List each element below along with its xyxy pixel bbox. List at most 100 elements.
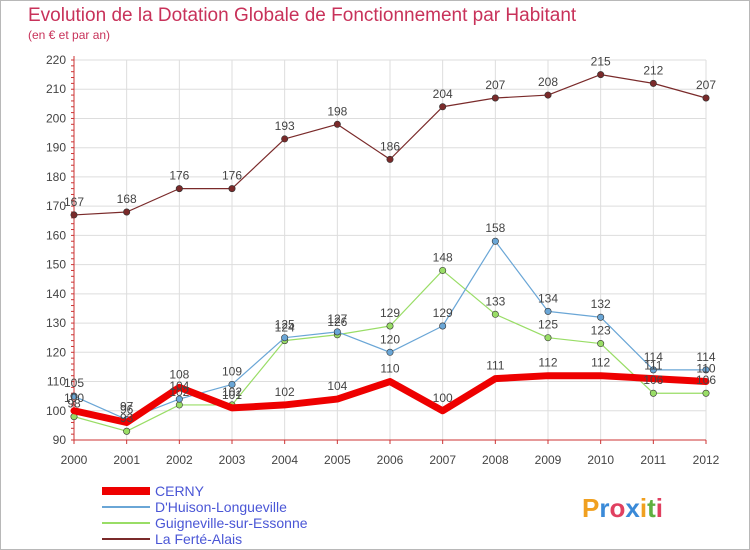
legend-label: Guigneville-sur-Essonne (155, 515, 308, 531)
data-point (544, 91, 552, 99)
data-point (228, 185, 236, 193)
series-0 (70, 372, 710, 426)
data-label: 125 (275, 318, 295, 332)
data-label: 176 (169, 169, 189, 183)
data-label: 100 (433, 391, 453, 405)
data-label: 148 (433, 250, 453, 264)
data-point (439, 266, 447, 274)
data-point (386, 322, 394, 330)
series-line (70, 372, 710, 426)
legend-label: La Ferté-Alais (155, 531, 242, 547)
data-label: 111 (486, 359, 505, 373)
data-point (702, 389, 710, 397)
data-point (386, 155, 394, 163)
y-tick-label: 160 (46, 228, 66, 242)
data-label: 106 (696, 373, 716, 387)
x-tick-label: 2010 (587, 453, 614, 467)
y-tick-label: 150 (46, 258, 66, 272)
data-label: 100 (64, 391, 84, 405)
data-label: 124 (275, 321, 295, 335)
x-tick-label: 2000 (61, 453, 88, 467)
data-point (123, 208, 131, 216)
data-point (544, 334, 552, 342)
data-label: 212 (643, 63, 663, 77)
chart-subtitle: (en € et par an) (28, 28, 110, 42)
series-3 (70, 71, 710, 219)
data-label: 102 (275, 385, 295, 399)
x-tick-label: 2004 (271, 453, 298, 467)
data-label: 114 (696, 350, 715, 364)
data-label: 207 (485, 78, 505, 92)
x-tick-label: 2006 (377, 453, 404, 467)
labels-1: 105 97 104 109 125 127 120 129 158 134 132 114 114 (64, 221, 716, 413)
data-point (228, 380, 236, 388)
data-point (333, 328, 341, 336)
data-point (597, 313, 605, 321)
brand-logo: Proxiti (582, 493, 663, 523)
x-tick-label: 2003 (219, 453, 246, 467)
data-label: 129 (380, 306, 400, 320)
data-point (70, 392, 78, 400)
data-point (544, 307, 552, 315)
data-label: 105 (64, 376, 84, 390)
data-label: 129 (433, 306, 453, 320)
y-tick-label: 220 (46, 53, 66, 67)
y-tick-label: 170 (46, 199, 66, 213)
y-tick-label: 140 (46, 287, 66, 301)
data-label: 125 (538, 318, 558, 332)
data-point (175, 185, 183, 193)
data-label: 207 (696, 78, 716, 92)
data-label: 97 (120, 400, 134, 414)
labels-3: 167 168 176 176 193 198 186 204 207 208 215 212 207 (64, 55, 716, 209)
y-tick-label: 180 (46, 170, 66, 184)
data-point (439, 103, 447, 111)
data-label: 102 (222, 385, 242, 399)
data-label: 167 (64, 195, 84, 209)
data-label: 112 (538, 356, 557, 370)
data-label: 104 (169, 379, 189, 393)
data-label: 133 (485, 294, 505, 308)
data-label: 208 (538, 75, 558, 89)
data-point (281, 135, 289, 143)
data-label: 186 (380, 139, 400, 153)
y-tick-label: 100 (46, 404, 66, 418)
data-label: 215 (591, 55, 611, 69)
data-label: 96 (120, 402, 134, 416)
x-tick-label: 2009 (535, 453, 562, 467)
data-label: 108 (169, 367, 189, 381)
legend-label: D'Huison-Longueville (155, 499, 287, 515)
data-point (491, 310, 499, 318)
data-point (649, 366, 657, 374)
data-label: 93 (120, 411, 134, 425)
y-tick-label: 120 (46, 345, 66, 359)
data-point (70, 211, 78, 219)
data-label: 104 (327, 379, 347, 393)
y-tick-label: 110 (47, 375, 66, 389)
data-point (175, 395, 183, 403)
x-tick-label: 2012 (693, 453, 720, 467)
data-point (491, 237, 499, 245)
x-tick-label: 2001 (113, 453, 140, 467)
data-label: 176 (222, 169, 242, 183)
data-label: 112 (591, 356, 610, 370)
labels-2: 98 93 102 102 124 126 129 148 133 125 123 106 106 (67, 250, 716, 425)
data-label: 204 (433, 87, 453, 101)
data-label: 120 (380, 332, 400, 346)
chart-title: Evolution de la Dotation Globale de Fonc… (28, 5, 577, 26)
data-label: 134 (538, 291, 558, 305)
data-point (491, 94, 499, 102)
data-point (702, 94, 710, 102)
x-tick-label: 2005 (324, 453, 351, 467)
data-point (439, 322, 447, 330)
data-label: 168 (117, 192, 137, 206)
data-label: 106 (643, 373, 663, 387)
legend: CERNYD'Huison-LonguevilleGuigneville-sur… (102, 483, 308, 547)
data-label: 98 (67, 397, 81, 411)
axes: 9010011012013014015016017018019020021022… (46, 53, 720, 467)
data-label: 126 (327, 315, 347, 329)
x-tick-label: 2002 (166, 453, 193, 467)
data-point (597, 340, 605, 348)
